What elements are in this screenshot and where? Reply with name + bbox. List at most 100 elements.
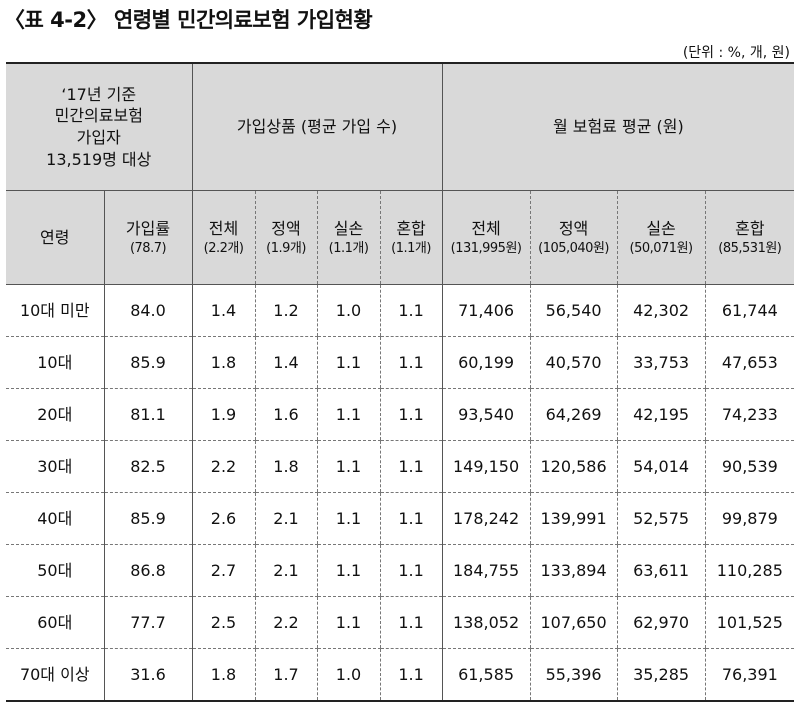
col-premium-indemnity-cell: 42,195	[616, 388, 706, 441]
col-premium-mixed-header: 혼합 (85,531원)	[704, 190, 795, 285]
col-age-cell: 10대	[6, 336, 105, 389]
col-products-total-cell: 1.9	[191, 388, 256, 441]
col-enroll-rate-cell: 77.7	[104, 596, 193, 649]
col-products-indemnity-header: 실손 (1.1개)	[316, 190, 381, 285]
col-products-fixed-cell: 1.6	[254, 388, 318, 441]
col-premium-mixed-cell: 76,391	[704, 648, 795, 701]
enrollment-table: ‘17년 기준 민간의료보험 가입자 13,519명 대상 가입상품 (평균 가…	[6, 62, 795, 702]
table-row: 10대 85.9 1.8 1.4 1.1 1.1 60,199 40,570 33,753 47,…	[6, 336, 795, 389]
col-products-mixed-cell: 1.1	[379, 648, 443, 701]
col-products-indemnity-cell: 1.1	[316, 440, 381, 493]
col-products-total-cell: 1.8	[191, 336, 256, 389]
col-premium-fixed-cell: 56,540	[529, 284, 618, 337]
col-premium-indemnity-cell: 42,302	[616, 284, 706, 337]
col-premium-mixed-cell: 101,525	[704, 596, 795, 649]
col-enroll-rate-cell: 81.1	[104, 388, 193, 441]
col-premium-fixed-cell: 64,269	[529, 388, 618, 441]
col-premium-fixed-header: 정액 (105,040원)	[529, 190, 618, 285]
col-age-cell: 70대 이상	[6, 648, 105, 701]
col-products-total-cell: 2.6	[191, 492, 256, 545]
col-age-header: 연령	[6, 190, 104, 285]
col-products-mixed-cell: 1.1	[379, 544, 443, 597]
col-premium-indemnity-cell: 63,611	[616, 544, 706, 597]
col-products-fixed-header: 정액 (1.9개)	[254, 190, 318, 285]
col-age-cell: 10대 미만	[6, 284, 105, 337]
col-products-mixed-cell: 1.1	[379, 388, 443, 441]
col-premium-mixed-cell: 61,744	[704, 284, 795, 337]
col-products-mixed-cell: 1.1	[379, 596, 443, 649]
col-enroll-rate-cell: 86.8	[104, 544, 193, 597]
col-premium-mixed-cell: 47,653	[704, 336, 795, 389]
col-premium-indemnity-cell: 33,753	[616, 336, 706, 389]
col-products-mixed-header: 혼합 (1.1개)	[379, 190, 443, 285]
col-enroll-rate-header: 가입률 (78.7)	[103, 190, 193, 285]
col-age-cell: 20대	[6, 388, 105, 441]
corner-line: 민간의료보험	[54, 106, 143, 126]
col-premium-fixed-cell: 107,650	[529, 596, 618, 649]
col-products-mixed-cell: 1.1	[379, 336, 443, 389]
col-products-fixed-cell: 2.1	[254, 492, 318, 545]
col-enroll-rate-cell: 85.9	[104, 492, 193, 545]
col-age-cell: 60대	[6, 596, 105, 649]
table-row: 20대 81.1 1.9 1.6 1.1 1.1 93,540 64,269 42,195 74,…	[6, 388, 795, 441]
col-premium-total-cell: 149,150	[441, 440, 531, 493]
col-products-mixed-cell: 1.1	[379, 284, 443, 337]
col-age-cell: 30대	[6, 440, 105, 493]
col-premium-total-cell: 138,052	[441, 596, 531, 649]
col-products-total-cell: 2.2	[191, 440, 256, 493]
col-premium-total-cell: 184,755	[441, 544, 531, 597]
col-products-fixed-cell: 2.1	[254, 544, 318, 597]
col-products-indemnity-cell: 1.1	[316, 388, 381, 441]
table-title: 〈표 4-2〉 연령별 민간의료보험 가입현황	[4, 8, 373, 32]
col-premium-fixed-cell: 139,991	[529, 492, 618, 545]
corner-line: 가입자	[76, 128, 121, 147]
col-premium-mixed-cell: 99,879	[704, 492, 795, 545]
group-header-premium: 월 보험료 평균 (원)	[441, 63, 795, 191]
corner-line: 13,519명 대상	[46, 149, 152, 169]
corner-line: ‘17년 기준	[61, 84, 137, 104]
col-age-cell: 40대	[6, 492, 105, 545]
col-products-indemnity-cell: 1.1	[316, 544, 381, 597]
col-products-total-cell: 1.8	[191, 648, 256, 701]
col-premium-total-cell: 61,585	[441, 648, 531, 701]
col-products-total-cell: 2.7	[191, 544, 256, 597]
col-premium-mixed-cell: 110,285	[704, 544, 795, 597]
col-products-fixed-cell: 1.8	[254, 440, 318, 493]
group-header-products: 가입상품 (평균 가입 수)	[191, 63, 443, 191]
col-premium-fixed-cell: 40,570	[529, 336, 618, 389]
col-products-total-cell: 1.4	[191, 284, 256, 337]
col-products-indemnity-cell: 1.1	[316, 492, 381, 545]
col-premium-fixed-cell: 55,396	[529, 648, 618, 701]
table-row: 10대 미만 84.0 1.4 1.2 1.0 1.1 71,406 56,540 42,302…	[6, 284, 795, 337]
col-premium-fixed-cell: 120,586	[529, 440, 618, 493]
col-premium-indemnity-cell: 35,285	[616, 648, 706, 701]
unit-note: (단위 : %, 개, 원)	[682, 45, 790, 61]
col-products-fixed-cell: 1.4	[254, 336, 318, 389]
col-premium-indemnity-header: 실손 (50,071원)	[616, 190, 706, 285]
table-row: 60대 77.7 2.5 2.2 1.1 1.1 138,052 107,650 62,970 1…	[6, 596, 795, 649]
col-products-indemnity-cell: 1.0	[316, 284, 381, 337]
col-premium-indemnity-cell: 62,970	[616, 596, 706, 649]
col-premium-indemnity-cell: 54,014	[616, 440, 706, 493]
col-premium-mixed-cell: 74,233	[704, 388, 795, 441]
col-enroll-rate-cell: 31.6	[130, 664, 166, 684]
col-products-total-cell: 2.5	[191, 596, 256, 649]
col-premium-indemnity-cell: 52,575	[616, 492, 706, 545]
table-row: 50대 86.8 2.7 2.1 1.1 1.1 184,755 133,894 63,611 1…	[6, 544, 795, 597]
col-premium-fixed-cell: 133,894	[529, 544, 618, 597]
table-row: 30대 82.5 2.2 1.8 1.1 1.1 149,150 120,586 54,014 9…	[6, 440, 795, 493]
col-products-fixed-cell: 1.2	[254, 284, 318, 337]
col-products-mixed-cell: 1.1	[379, 440, 443, 493]
col-products-indemnity-cell: 1.1	[316, 596, 381, 649]
col-products-total-header: 전체 (2.2개)	[191, 190, 256, 285]
corner-header: ‘17년 기준 민간의료보험 가입자 13,519명 대상	[6, 63, 193, 191]
col-age-cell: 50대	[6, 544, 105, 597]
col-premium-total-header: 전체 (131,995원)	[441, 190, 531, 285]
col-premium-total-cell: 178,242	[441, 492, 531, 545]
col-products-indemnity-cell: 1.1	[316, 336, 381, 389]
col-premium-total-cell: 60,199	[441, 336, 531, 389]
col-premium-total-cell: 71,406	[441, 284, 531, 337]
table-row: 70대 이상 31.6 1.8 1.7 1.0 1.1 61,585 55,396 35,285…	[6, 648, 795, 701]
col-enroll-rate-cell: 84.0	[104, 284, 193, 337]
col-products-mixed-cell: 1.1	[379, 492, 443, 545]
